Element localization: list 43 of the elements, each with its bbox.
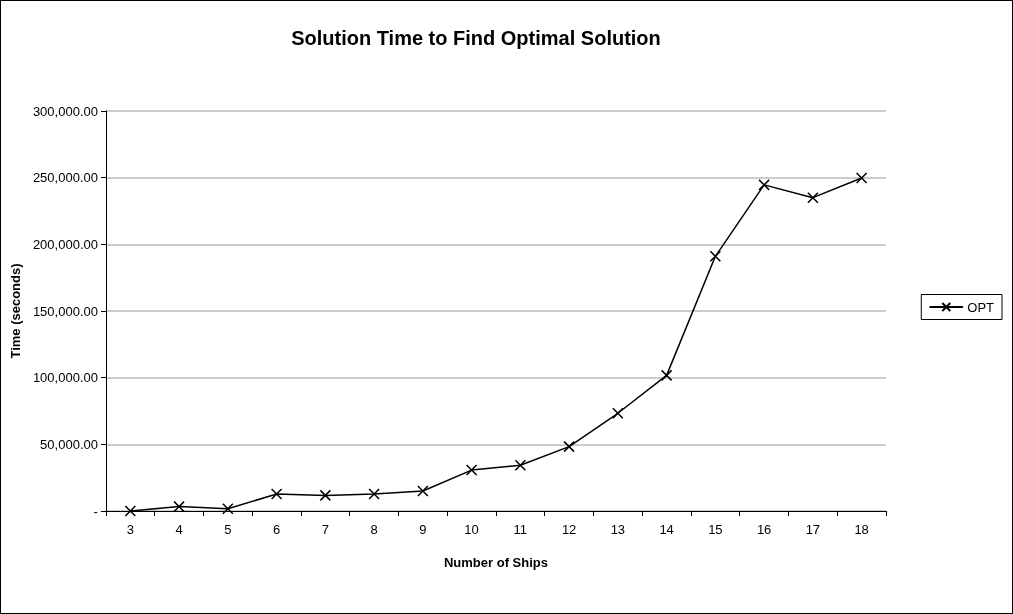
y-axis-title: Time (seconds) [8, 263, 23, 359]
point [417, 485, 429, 497]
point [465, 464, 478, 476]
x-tick-label: 11 [513, 522, 528, 537]
chart-title: Solution Time to Find Optimal Solution [291, 27, 661, 49]
x-tick-label: 7 [321, 522, 329, 537]
point [807, 191, 819, 204]
x-tick-label: 3 [126, 522, 134, 537]
point [173, 500, 185, 513]
x-tick-label: 12 [561, 522, 577, 537]
y-tick-label: 50,000.00 [40, 436, 98, 452]
x-tick-label: 13 [610, 522, 626, 537]
point [563, 440, 575, 453]
x-tick-label: 15 [708, 522, 723, 537]
y-tick-label: - [93, 503, 98, 519]
y-tick-label: 300,000.00 [32, 103, 98, 119]
y-tick-label: 150,000.00 [32, 303, 98, 319]
point [514, 459, 527, 472]
x-tick-label: 17 [805, 522, 821, 537]
point [368, 488, 380, 500]
x-tick-label: 9 [419, 522, 427, 537]
point [222, 502, 234, 515]
y-tick-label: 100,000.00 [32, 370, 98, 386]
x-tick-label: 10 [464, 522, 479, 537]
x-tick-label: 5 [224, 522, 232, 537]
x-tick-label: 18 [854, 522, 869, 537]
x-tick-label: 14 [659, 522, 674, 537]
point [612, 407, 624, 420]
x-tick-label: 8 [370, 522, 378, 537]
x-tick-label: 4 [175, 522, 183, 537]
y-tick-label: 250,000.00 [32, 170, 98, 186]
point [319, 489, 332, 502]
legend-label: OPT [967, 299, 995, 315]
x-axis-title: Number of Ships [443, 555, 548, 570]
x-tick-label: 16 [756, 522, 772, 537]
point [660, 369, 673, 382]
point [270, 488, 283, 500]
x-tick-label: 6 [272, 522, 281, 537]
point [709, 250, 722, 263]
point [855, 172, 868, 184]
point [124, 505, 137, 517]
point [758, 179, 770, 191]
y-tick-label: 200,000.00 [32, 236, 98, 252]
